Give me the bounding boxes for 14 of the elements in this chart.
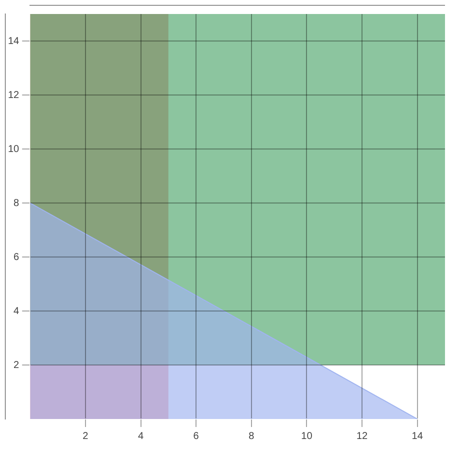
x-tick-label: 14 [412,430,424,442]
y-tick-label: 6 [14,252,20,263]
y-tick-label: 4 [14,306,20,317]
y-tick-label: 14 [8,36,20,47]
x-tick-label: 12 [356,430,368,442]
y-tick-label: 2 [14,360,20,371]
x-tick-label: 4 [138,430,144,442]
x-tick-label: 8 [248,430,255,442]
x-tick-label: 2 [82,430,89,442]
x-tick-label: 6 [193,430,200,442]
y-tick-label: 12 [8,90,20,101]
y-tick-label: 10 [8,144,20,155]
y-tick-label: 8 [14,198,20,209]
x-tick-label: 10 [301,430,313,442]
